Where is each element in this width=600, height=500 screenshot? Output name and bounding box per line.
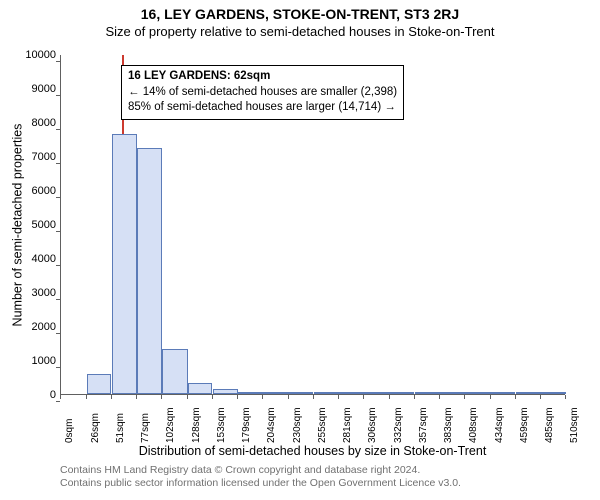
x-tick — [111, 395, 112, 399]
y-tick: 3000 — [6, 287, 56, 299]
x-tick — [237, 395, 238, 399]
histogram-bar — [238, 392, 263, 394]
histogram-bar — [516, 392, 542, 394]
histogram-bar — [390, 392, 415, 394]
x-tick — [464, 395, 465, 399]
x-tick-label: 179sqm — [241, 407, 252, 443]
x-tick-label: 383sqm — [443, 407, 454, 443]
histogram-bar — [440, 392, 465, 394]
page-title: 16, LEY GARDENS, STOKE-ON-TRENT, ST3 2RJ — [0, 6, 600, 22]
y-tick: 2000 — [6, 321, 56, 333]
x-tick — [187, 395, 188, 399]
y-tick: 8000 — [6, 117, 56, 129]
x-tick — [565, 395, 566, 399]
x-tick — [212, 395, 213, 399]
x-tick — [439, 395, 440, 399]
x-tick-label: 102sqm — [165, 407, 176, 443]
footer-line2: Contains public sector information licen… — [60, 477, 461, 489]
x-tick-label: 26sqm — [90, 413, 101, 443]
x-tick — [262, 395, 263, 399]
x-tick-label: 357sqm — [418, 407, 429, 443]
y-tick: 4000 — [6, 253, 56, 265]
x-tick-label: 128sqm — [191, 407, 202, 443]
y-tick: 7000 — [6, 151, 56, 163]
histogram-bar — [263, 392, 289, 394]
x-tick — [338, 395, 339, 399]
x-tick-label: 434sqm — [494, 407, 505, 443]
x-tick-label: 153sqm — [216, 407, 227, 443]
y-tick: 1000 — [6, 355, 56, 367]
annotation-line3: 85% of semi-detached houses are larger (… — [128, 101, 396, 113]
x-tick-label: 0sqm — [64, 419, 75, 443]
x-tick — [86, 395, 87, 399]
histogram-bar — [491, 392, 516, 394]
footer-line1: Contains HM Land Registry data © Crown c… — [60, 464, 420, 476]
x-tick-label: 255sqm — [317, 407, 328, 443]
x-tick-label: 230sqm — [292, 407, 303, 443]
histogram-bar — [87, 374, 112, 394]
x-tick — [136, 395, 137, 399]
annotation-box: 16 LEY GARDENS: 62sqm ← 14% of semi-deta… — [121, 65, 404, 120]
x-tick-label: 408sqm — [468, 407, 479, 443]
x-tick — [414, 395, 415, 399]
y-tick: 10000 — [6, 49, 56, 61]
histogram-bar — [364, 392, 390, 394]
x-tick — [389, 395, 390, 399]
x-tick-label: 281sqm — [342, 407, 353, 443]
y-tick: 0 — [6, 389, 56, 401]
x-tick-label: 510sqm — [569, 407, 580, 443]
plot-area: 16 LEY GARDENS: 62sqm ← 14% of semi-deta… — [60, 55, 565, 395]
annotation-line2: ← 14% of semi-detached houses are smalle… — [128, 86, 397, 98]
x-tick — [515, 395, 516, 399]
page-subtitle: Size of property relative to semi-detach… — [0, 24, 600, 39]
x-tick-label: 51sqm — [115, 413, 126, 443]
x-tick-label: 332sqm — [393, 407, 404, 443]
histogram-bar — [162, 349, 188, 394]
x-tick — [60, 395, 61, 399]
x-tick — [288, 395, 289, 399]
x-tick-label: 204sqm — [266, 407, 277, 443]
x-tick-label: 459sqm — [519, 407, 530, 443]
y-tick: 5000 — [6, 219, 56, 231]
annotation-bold: 16 LEY GARDENS: 62sqm — [128, 70, 270, 82]
footer-attribution: Contains HM Land Registry data © Crown c… — [60, 464, 590, 490]
x-tick — [363, 395, 364, 399]
histogram-bar — [289, 392, 314, 394]
histogram-bar — [188, 383, 213, 394]
histogram-bar — [339, 392, 364, 394]
histogram-chart: 16 LEY GARDENS: 62sqm ← 14% of semi-deta… — [60, 55, 565, 425]
histogram-bar — [137, 148, 162, 395]
x-tick — [313, 395, 314, 399]
x-tick-label: 485sqm — [544, 407, 555, 443]
x-tick — [161, 395, 162, 399]
x-tick — [540, 395, 541, 399]
y-tick: 6000 — [6, 185, 56, 197]
x-tick-label: 306sqm — [367, 407, 378, 443]
x-axis-label: Distribution of semi-detached houses by … — [60, 444, 565, 458]
histogram-bar — [541, 392, 566, 394]
histogram-bar — [213, 389, 239, 394]
histogram-bar — [465, 392, 491, 394]
histogram-bar — [314, 392, 340, 394]
histogram-bar — [112, 134, 138, 394]
x-tick — [490, 395, 491, 399]
y-tick: 9000 — [6, 83, 56, 95]
x-tick-label: 77sqm — [140, 413, 151, 443]
histogram-bar — [415, 392, 441, 394]
